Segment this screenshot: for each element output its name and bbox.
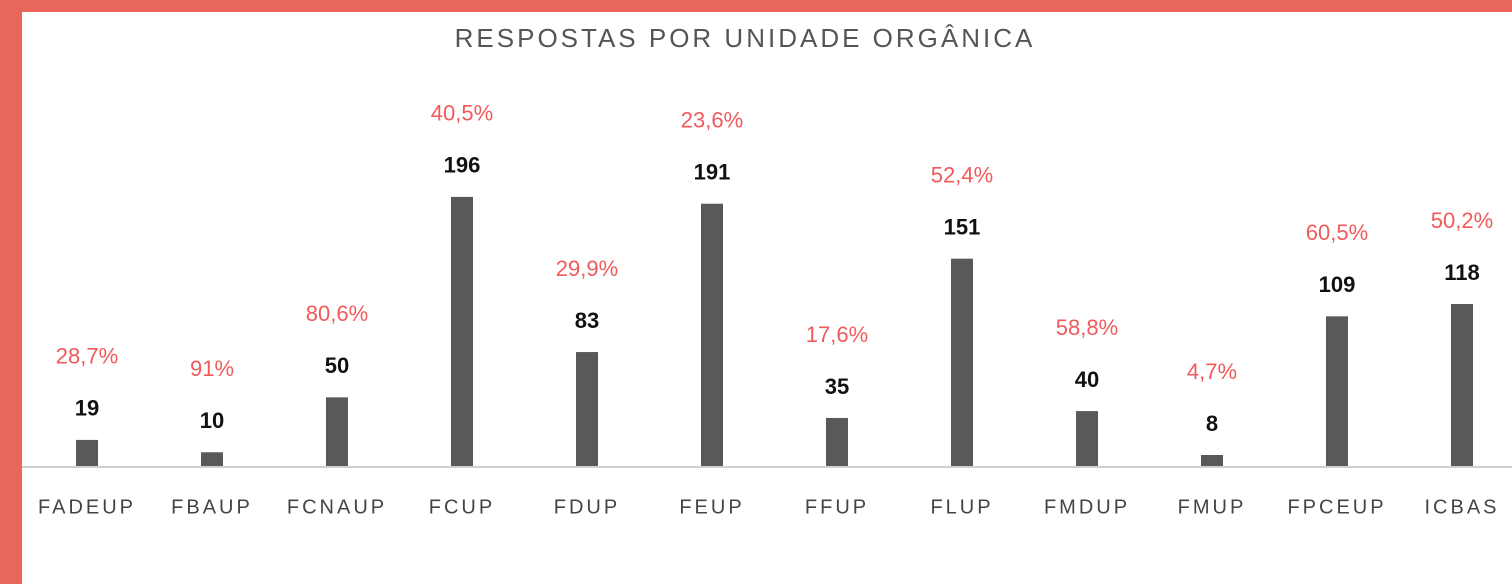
x-tick-label: FMUP <box>1178 496 1247 518</box>
bar <box>951 258 973 466</box>
value-label: 196 <box>444 153 481 178</box>
rate-label: 80,6% <box>306 301 368 326</box>
value-label: 8 <box>1206 411 1218 436</box>
bar <box>1326 316 1348 466</box>
rate-label: 60,5% <box>1306 220 1368 245</box>
value-label: 118 <box>1444 260 1480 285</box>
value-label: 50 <box>325 353 349 378</box>
x-tick-label: FPCEUP <box>1287 496 1386 518</box>
bar <box>1451 303 1473 466</box>
value-label: 40 <box>1075 367 1099 392</box>
chart-background <box>22 12 1512 584</box>
bar <box>1201 455 1223 466</box>
value-label: 83 <box>575 308 599 333</box>
rate-label: 50,2% <box>1431 208 1493 233</box>
bar <box>201 452 223 466</box>
x-tick-label: FDUP <box>554 496 620 518</box>
x-tick-label: FMDUP <box>1044 496 1130 518</box>
rate-label: 17,6% <box>806 322 868 347</box>
rate-label: 91% <box>190 356 234 381</box>
value-label: 191 <box>694 160 731 185</box>
bar <box>701 203 723 466</box>
value-label: 10 <box>200 408 224 433</box>
rate-label: 40,5% <box>431 101 493 126</box>
rate-label: 29,9% <box>556 256 618 281</box>
value-label: 151 <box>944 214 981 239</box>
rate-label: 28,7% <box>56 344 118 369</box>
x-tick-label: FBAUP <box>171 496 253 518</box>
x-tick-label: FCNAUP <box>287 496 387 518</box>
value-label: 35 <box>825 374 849 399</box>
bar <box>576 352 598 466</box>
chart-title: RESPOSTAS POR UNIDADE ORGÂNICA <box>455 23 1036 53</box>
bar <box>451 196 473 466</box>
value-label: 19 <box>75 396 99 421</box>
x-tick-label: ICBAS <box>1424 496 1499 518</box>
x-tick-label: FCUP <box>429 496 495 518</box>
rate-label: 23,6% <box>681 108 743 133</box>
x-tick-label: FEUP <box>679 496 744 518</box>
rate-label: 4,7% <box>1187 359 1237 384</box>
x-tick-label: FLUP <box>930 496 993 518</box>
bar <box>826 417 848 466</box>
rate-label: 58,8% <box>1056 315 1118 340</box>
bar <box>326 397 348 466</box>
x-tick-label: FADEUP <box>38 496 136 518</box>
value-label: 109 <box>1319 272 1356 297</box>
x-tick-label: FFUP <box>805 496 869 518</box>
bar <box>1076 411 1098 466</box>
bar <box>76 439 98 466</box>
rate-label: 52,4% <box>931 162 993 187</box>
